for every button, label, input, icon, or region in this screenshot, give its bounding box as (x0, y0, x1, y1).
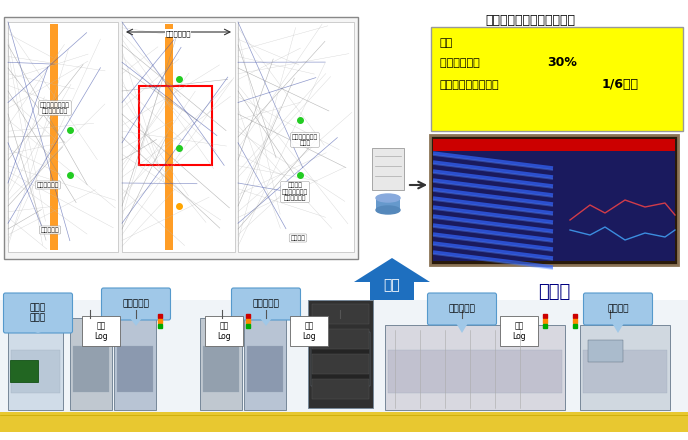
Bar (165, 24, 173, 250)
FancyBboxPatch shape (431, 27, 683, 131)
Bar (588, 340, 623, 362)
Text: 効果: 効果 (440, 38, 453, 48)
Text: 生産性良好: 生産性良好 (41, 227, 59, 233)
Polygon shape (456, 323, 468, 333)
Polygon shape (612, 323, 624, 333)
Bar (73, 345, 109, 392)
Bar (203, 345, 239, 392)
Bar (8, 325, 63, 410)
Text: 生産
Log: 生産 Log (217, 321, 230, 341)
FancyBboxPatch shape (231, 288, 301, 320)
Bar (312, 379, 369, 399)
Text: 30%: 30% (547, 56, 577, 69)
Bar (0, 412, 688, 432)
Text: 生産
Log: 生産 Log (94, 321, 108, 341)
Bar (247, 345, 283, 392)
Bar (388, 351, 562, 393)
Bar (308, 300, 373, 408)
Text: 画像検査: 画像検査 (608, 304, 629, 313)
Text: 可視化: 可視化 (538, 283, 570, 301)
Bar (8, 22, 118, 252)
Text: はんだ
印刷機: はんだ 印刷機 (30, 303, 46, 323)
Bar (10, 360, 38, 382)
Bar (376, 198, 400, 210)
Text: 稼働高度増加: 稼働高度増加 (165, 30, 191, 37)
Text: 1/6以下: 1/6以下 (602, 78, 639, 91)
Bar (114, 318, 156, 410)
Text: 直結: 直結 (384, 278, 400, 292)
Text: 出入りが激しく、
稼業最適度低下: 出入りが激しく、 稼業最適度低下 (40, 102, 70, 114)
FancyBboxPatch shape (3, 293, 72, 333)
Bar (500, 316, 538, 346)
Bar (50, 24, 58, 250)
Bar (122, 22, 235, 252)
Bar (312, 329, 369, 349)
Ellipse shape (376, 206, 400, 214)
FancyBboxPatch shape (583, 293, 652, 325)
Bar (200, 318, 242, 410)
FancyBboxPatch shape (4, 17, 358, 259)
Text: マウンター: マウンター (252, 300, 279, 308)
Bar (311, 332, 370, 386)
Bar (11, 351, 60, 393)
Bar (117, 345, 153, 392)
Text: 生産
Log: 生産 Log (512, 321, 526, 341)
Text: 改善点の抽出時間：: 改善点の抽出時間： (440, 80, 499, 90)
Bar (244, 318, 286, 410)
Bar (205, 316, 243, 346)
Polygon shape (260, 318, 272, 326)
Text: 操作ミスの可能
性あり: 操作ミスの可能 性あり (292, 134, 318, 146)
Bar (70, 318, 112, 410)
Polygon shape (354, 258, 430, 305)
Bar (139, 86, 213, 165)
Text: マウンター: マウンター (122, 300, 149, 308)
FancyBboxPatch shape (427, 293, 497, 325)
Bar (82, 316, 120, 346)
Text: 生産
Log: 生産 Log (302, 321, 316, 341)
Text: 末広がり
ラインバランス
調整余地あり: 末広がり ラインバランス 調整余地あり (282, 183, 308, 202)
FancyBboxPatch shape (102, 288, 171, 320)
Text: リフロー炉: リフロー炉 (449, 304, 475, 313)
Bar (372, 148, 404, 190)
Bar (312, 304, 369, 324)
Ellipse shape (376, 194, 400, 202)
Bar (580, 325, 670, 410)
Text: 休憩時間: 休憩時間 (290, 235, 305, 241)
Text: 停止、休憩？: 停止、休憩？ (36, 182, 59, 188)
Polygon shape (32, 331, 44, 333)
Bar (430, 135, 678, 265)
Bar (433, 139, 675, 151)
Bar (238, 22, 354, 252)
Polygon shape (130, 318, 142, 326)
Bar (583, 351, 667, 393)
Bar (0, 300, 688, 428)
Bar (290, 316, 328, 346)
Text: 生産性改善：: 生産性改善： (440, 58, 486, 68)
Bar (433, 139, 675, 261)
Bar (312, 354, 369, 374)
Bar (385, 325, 565, 410)
Text: （オムロン草津工場事例）: （オムロン草津工場事例） (485, 14, 575, 27)
